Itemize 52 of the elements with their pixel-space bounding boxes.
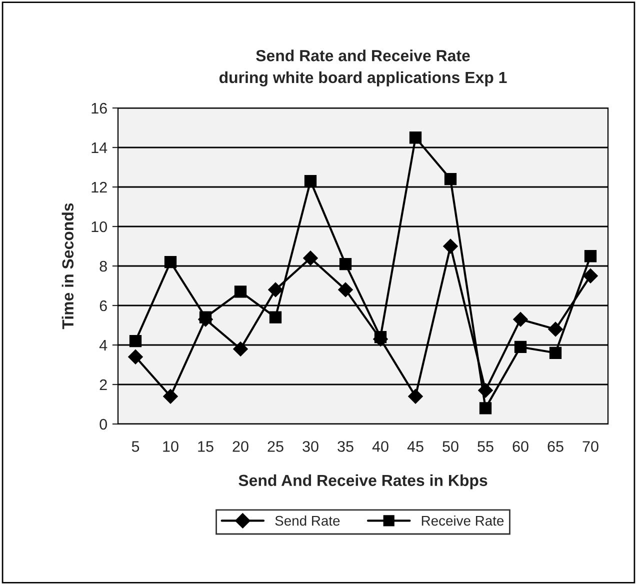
point (303, 250, 318, 266)
x-tick-label: 50 (442, 441, 458, 452)
y-tick-label: 4 (99, 340, 108, 351)
point (268, 282, 283, 298)
x-tick-label: 5 (132, 441, 140, 452)
legend-label: Receive Rate (422, 516, 504, 526)
point (444, 173, 457, 186)
y-tick-label: 10 (92, 221, 107, 232)
x-tick-label: 60 (512, 441, 528, 452)
point (163, 388, 178, 404)
y-tick-label: 14 (92, 142, 108, 154)
point (234, 286, 247, 298)
point (548, 322, 563, 337)
x-axis-title: Send And Receive Rates in Kbps (238, 474, 488, 490)
y-tick-label: 2 (100, 379, 107, 390)
x-tick-label: 55 (478, 441, 494, 452)
y-tick-label: 8 (100, 260, 107, 272)
point (584, 250, 597, 262)
point (129, 334, 142, 348)
point (408, 388, 423, 404)
x-tick-label: 45 (407, 441, 424, 452)
point (478, 383, 493, 398)
point (338, 282, 353, 298)
x-tick-label: 65 (548, 441, 564, 452)
x-tick-label: 30 (302, 441, 318, 452)
point (409, 132, 422, 144)
y-tick-label: 0 (100, 418, 107, 430)
x-tick-label: 10 (163, 441, 178, 452)
x-tick-label: 20 (232, 441, 248, 452)
y-axis-title: Time in Seconds (62, 203, 74, 330)
x-tick-label: 15 (198, 441, 214, 452)
point (549, 346, 562, 359)
point (164, 256, 177, 268)
point (128, 349, 143, 364)
point (514, 340, 527, 354)
x-tick-label: 25 (268, 441, 284, 452)
chart-title: Send Rate and Receive Rate during white board applications Exp 1 (219, 50, 507, 86)
point (479, 402, 492, 414)
legend-label: Send Rate (275, 516, 340, 526)
point (269, 311, 282, 324)
point (583, 268, 598, 284)
point (339, 258, 352, 270)
x-tick-label: 70 (582, 441, 598, 452)
y-tick-label: 16 (92, 102, 107, 114)
x-tick-label: 35 (338, 441, 354, 452)
point (443, 238, 458, 254)
y-tick-label: 6 (100, 300, 107, 312)
point (233, 342, 248, 356)
point (304, 175, 317, 188)
x-tick-label: 40 (372, 441, 388, 452)
y-tick-label: 12 (92, 182, 107, 193)
point (513, 312, 528, 327)
